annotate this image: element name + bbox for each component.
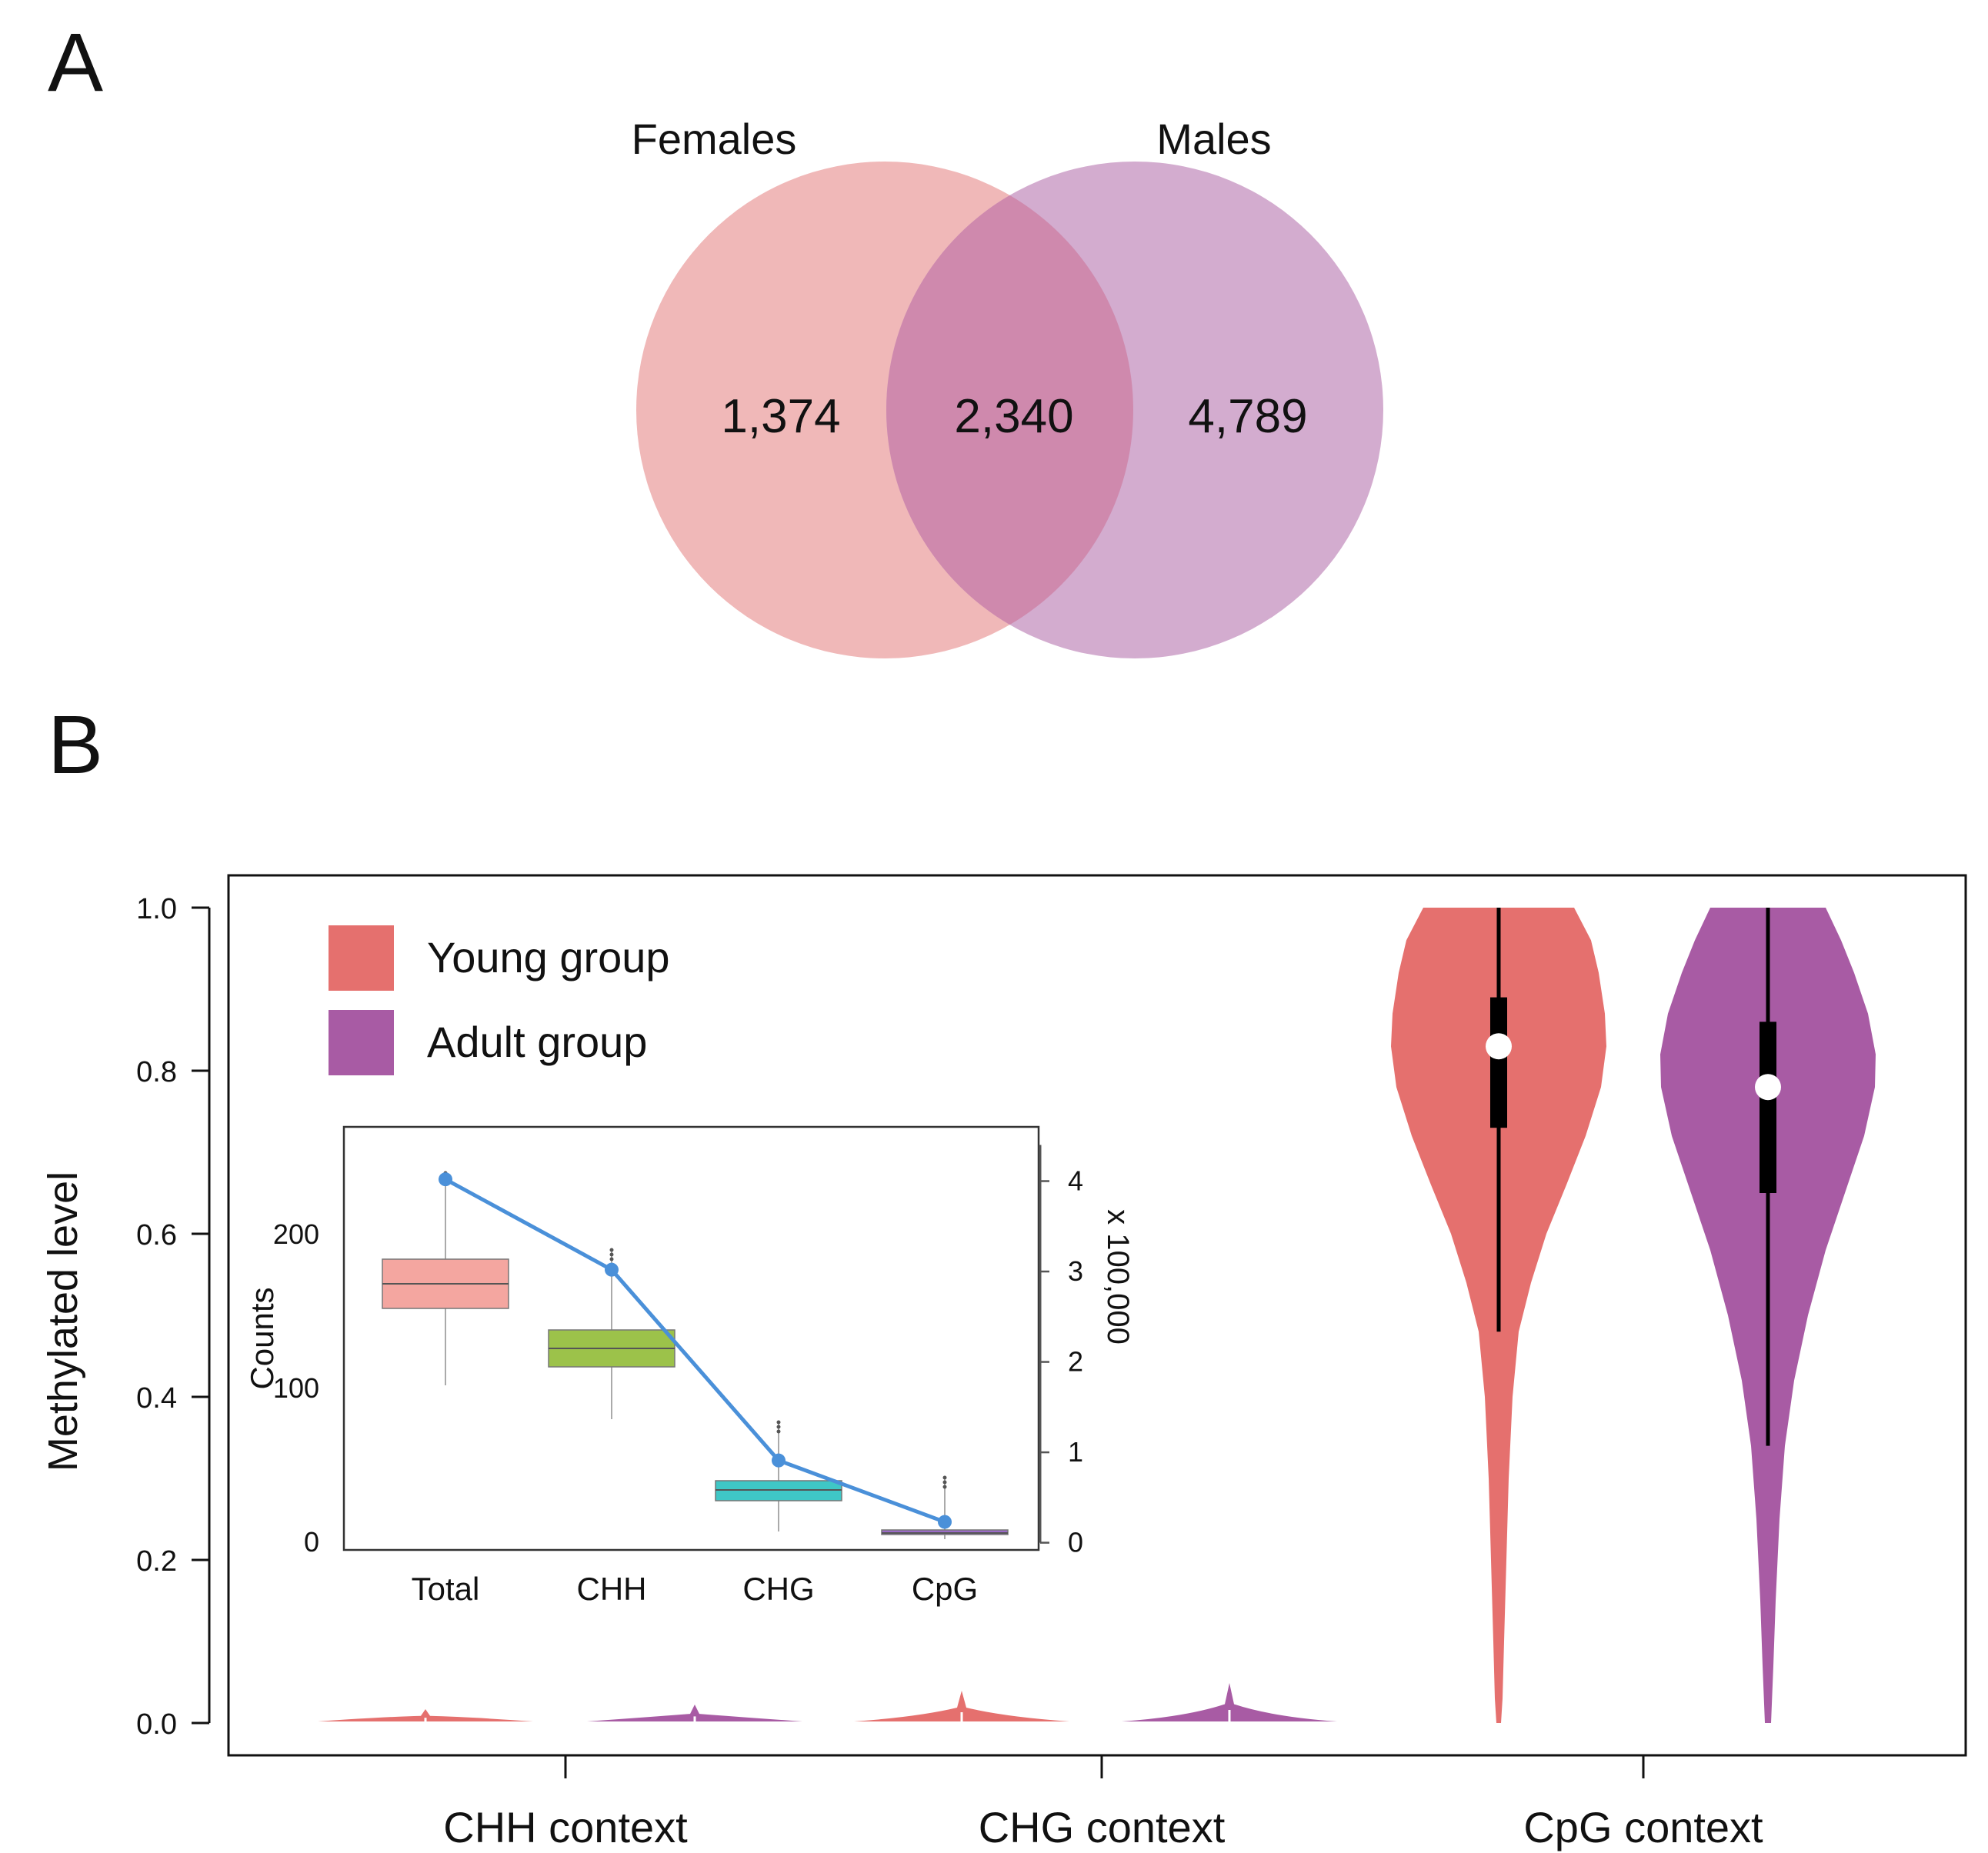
y-tick-label: 0.4 [136,1382,177,1415]
legend-label: Young group [427,933,670,981]
venn-count-males-only: 4,789 [1188,390,1307,443]
inset-x-tick-label: CHG [742,1571,814,1607]
y-tick-label: 1.0 [136,893,177,925]
legend-label: Adult group [427,1018,647,1066]
inset-right-tick-label: 0 [1068,1527,1083,1558]
x-tick-label: CHH context [443,1803,688,1851]
violin-chg-adult [1122,1683,1337,1721]
panel-label-b: B [48,698,103,791]
inset-outlier [942,1485,947,1489]
venn-label-females: Females [632,115,797,163]
y-tick-label: 0.6 [136,1219,177,1251]
violin-iqr-box [1760,1021,1776,1193]
inset-box-plot: 0 100 200 Counts 0 1 2 3 4 x 100,000 Total CHH CHG Cp… [244,1125,1135,1607]
inset-frame [342,1125,1040,1551]
inset-right-tick-label: 4 [1068,1165,1083,1197]
violin-chg-young [854,1691,1069,1721]
inset-right-axis-title: x 100,000 [1101,1209,1135,1345]
inset-outlier [776,1429,781,1434]
legend-swatch [329,1010,394,1075]
venn-count-females-only: 1,374 [721,390,840,443]
inset-outlier [609,1252,614,1257]
inset-outlier [942,1480,947,1485]
x-tick-label: CpG context [1523,1803,1763,1851]
inset-line-series [444,1177,946,1524]
venn-overlap [886,195,1133,625]
violin-median-dot [1486,1033,1512,1060]
inset-line-point [772,1453,786,1468]
inset-left-tick-label: 100 [273,1372,319,1404]
inset-outlier [609,1257,614,1261]
violin-chh-adult [587,1705,802,1721]
inset-right-tick-label: 2 [1068,1346,1083,1378]
inset-x-tick-label: CpG [912,1571,978,1607]
y-axis-title: Methylated level [40,1171,86,1471]
violin-median-dot [1755,1074,1781,1101]
inset-line-point [439,1172,452,1187]
inset-x-tick-label: Total [412,1571,480,1607]
inset-line-point [605,1262,619,1277]
violin-chh-young [318,1709,533,1721]
venn-diagram: Females Males 1,374 2,340 4,789 [632,115,1383,658]
inset-left-axis-title: Counts [244,1287,280,1389]
y-tick-label: 0.2 [136,1545,177,1578]
violin-iqr-box [1490,997,1507,1128]
venn-count-intersection: 2,340 [954,390,1073,443]
inset-left-tick-label: 0 [304,1526,319,1558]
venn-label-males: Males [1156,115,1271,163]
violin-plot: 0.0 0.2 0.4 0.6 0.8 1.0 Methylated level CHH co… [40,874,1967,1851]
inset-x-tick-label: CHH [577,1571,647,1607]
inset-right-tick-label: 3 [1068,1255,1083,1287]
plot-frame [227,874,1967,1757]
y-tick-label: 0.8 [136,1056,177,1088]
inset-outlier [776,1420,781,1425]
x-tick-label: CHG context [979,1803,1226,1851]
inset-left-tick-label: 200 [273,1218,319,1250]
panel-label-a: A [48,15,103,108]
inset-outlier [776,1425,781,1429]
legend-swatch [329,925,394,991]
inset-right-tick-label: 1 [1068,1436,1083,1468]
inset-outlier [609,1248,614,1252]
inset-outlier [942,1475,947,1480]
y-tick-label: 0.0 [136,1708,177,1741]
inset-line-point [938,1515,952,1529]
